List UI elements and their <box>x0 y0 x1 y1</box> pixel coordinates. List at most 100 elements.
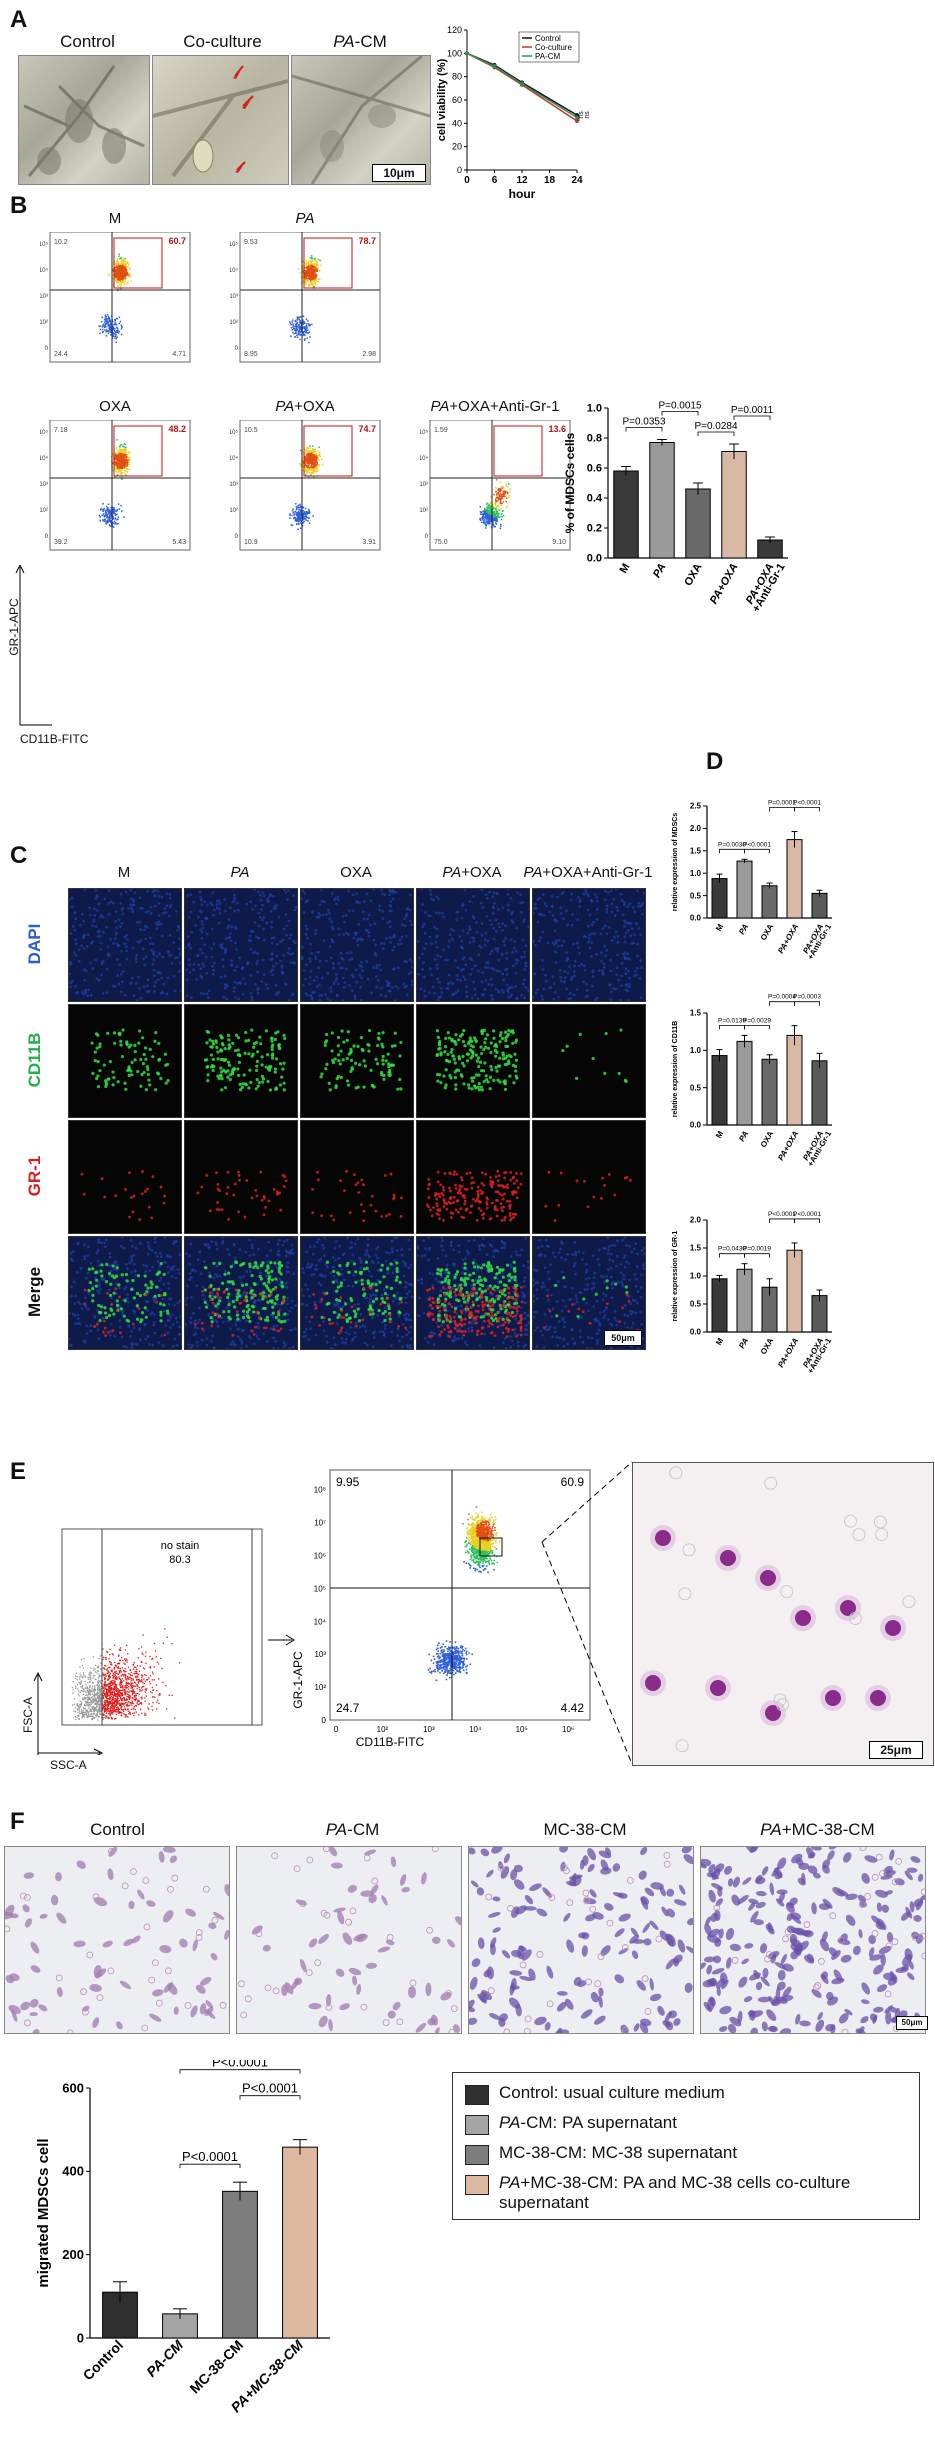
flow-b-quadrant-value: 10.5 <box>244 427 258 434</box>
p-value-label: P=0.0001 <box>768 800 796 807</box>
a-ns-annotation: ns <box>584 111 591 119</box>
bar-ytick: 1.5 <box>690 846 702 855</box>
bar-ytick: 2.0 <box>690 824 702 833</box>
gate1-value: 80.3 <box>169 1554 190 1566</box>
flow-b-quadrant-value: 78.7 <box>358 236 376 246</box>
gate2-x-axis: CD11B-FITC <box>356 1735 425 1749</box>
fluorescence-tile <box>532 1004 646 1118</box>
panel-c-column-title: OXA <box>340 864 372 881</box>
panel-f-legend: Control: usual culture medium PA-CM: PA s… <box>452 2072 920 2220</box>
bar-category-label: PA <box>737 1336 750 1350</box>
svg-text:10²: 10² <box>420 508 428 514</box>
bar-ytick: 0.6 <box>587 463 602 475</box>
bar <box>649 442 675 559</box>
fluorescence-tile <box>532 1120 646 1234</box>
bar-ytick: 0.2 <box>587 523 602 535</box>
significance-bracket <box>719 1025 745 1030</box>
fluorescence-tile <box>68 1120 182 1234</box>
panel-label-e: E <box>10 1458 27 1485</box>
svg-text:10²: 10² <box>230 320 238 326</box>
chart-a-viability: 0 20 40 60 80 100 120 0 6 12 18 24 cell viability (%… <box>436 25 591 201</box>
p-value-label: P<0.0001 <box>212 2060 268 2070</box>
p-value-label: P=0.0430 <box>718 1246 746 1253</box>
svg-text:10³: 10³ <box>40 294 48 300</box>
svg-text:10²: 10² <box>40 320 48 326</box>
p-value-label: P<0.0001 <box>793 1211 821 1218</box>
bar-ytick: 0.0 <box>690 1121 702 1130</box>
panel-a-title-pacm: PA-CM <box>333 32 387 51</box>
bar-ytick: 0 <box>77 2330 84 2345</box>
fluorescence-tile <box>300 1236 414 1350</box>
p-value-label: P=0.0353 <box>622 417 666 428</box>
legend-entry: MC-38-CM: MC-38 supernatant <box>465 2143 905 2165</box>
flow-b-quadrant-value: 10.9 <box>244 539 258 546</box>
bar <box>761 1058 778 1126</box>
flow-b-plot: 10.2 60.7 24.4 4.71 10⁵ 10⁴ 10³ 10² 0 <box>40 232 191 363</box>
bar-ytick: 2.0 <box>690 1216 702 1225</box>
a-xlabel: hour <box>509 187 536 201</box>
gate1-x-axis: SSC-A <box>50 1758 87 1772</box>
bar-category-label: PA-CM <box>143 2337 186 2380</box>
fluorescence-tile <box>416 888 530 1002</box>
a-ytick: 80 <box>452 72 462 82</box>
legend-text: Control: usual culture medium <box>499 2083 725 2102</box>
p-value-label: P<0.0001 <box>182 2149 238 2164</box>
svg-text:10⁵: 10⁵ <box>230 241 239 248</box>
svg-text:0: 0 <box>235 534 239 540</box>
gate1-y-axis: FSC-A <box>21 1697 35 1733</box>
fluorescence-tile <box>184 1236 298 1350</box>
micrograph-pacm: 10μm <box>291 55 431 185</box>
panel-f-title-pacm: PA-CM <box>325 1820 380 1839</box>
a-point <box>492 64 497 69</box>
flow-b-quadrant-value: 75.0 <box>434 539 448 546</box>
bar-ytick: 1.0 <box>690 869 702 878</box>
bar <box>282 2146 318 2339</box>
significance-bracket <box>744 1253 770 1258</box>
bar-category-label: OXA <box>759 1336 776 1356</box>
fluorescence-tile <box>68 1004 182 1118</box>
svg-text:0: 0 <box>45 534 49 540</box>
flow-b-title: M <box>108 210 122 227</box>
significance-bracket <box>744 1025 770 1030</box>
flow-b-title: PA+OXA <box>275 398 335 415</box>
legend-entry: Control: usual culture medium <box>465 2083 905 2105</box>
flow-b-quadrant-value: 2.98 <box>362 351 376 358</box>
flow-b-quadrant-value: 60.7 <box>168 236 186 246</box>
flow-b-quadrant-value: 1.59 <box>434 427 448 434</box>
fluorescence-tile <box>416 1120 530 1234</box>
svg-text:10⁴: 10⁴ <box>230 455 238 462</box>
bar-ylabel: % of MDSCs cells <box>563 432 577 533</box>
fluorescence-tile <box>300 888 414 1002</box>
gate2-y-axis: GR-1-APC <box>291 1651 305 1709</box>
significance-bracket <box>719 1253 745 1258</box>
bar-ytick: 1.5 <box>690 1009 702 1018</box>
a-ytick: 120 <box>447 25 462 35</box>
fluorescence-tile <box>532 888 646 1002</box>
significance-bracket <box>661 411 699 416</box>
significance-bracket <box>744 848 770 854</box>
bar-ytick: 400 <box>62 2164 84 2179</box>
chart-d-gr1: 0.0 0.5 1.0 1.5 2.0 relative expression of GR… <box>672 1211 834 1375</box>
bar-category-label: M <box>618 562 633 576</box>
chart-b-mdsc-percent: 0.0 0.2 0.4 0.6 0.8 1.0 % of MDSCs cells M PA OXA… <box>563 401 788 614</box>
scale-bar-f: 50μm <box>896 2016 928 2030</box>
bar-category-label: PA+OXA <box>776 1129 800 1162</box>
flow-b-title: OXA <box>99 398 131 415</box>
panel-c-row-label: Merge <box>25 1266 44 1318</box>
p-value-label: P=0.0019 <box>743 1246 771 1253</box>
a-ytick: 60 <box>452 95 462 105</box>
a-legend-entry: Control <box>535 34 561 43</box>
panel-label-f: F <box>10 1808 25 1835</box>
svg-text:10³: 10³ <box>230 482 238 488</box>
legend-swatch <box>465 2145 489 2165</box>
svg-text:10³: 10³ <box>40 482 48 488</box>
chart-d-mdsc: 0.0 0.5 1.0 1.5 2.0 2.5 relative expression of… <box>672 800 834 962</box>
significance-bracket <box>769 807 795 812</box>
a-legend-entry: PA-CM <box>535 52 561 61</box>
svg-text:10⁴: 10⁴ <box>230 267 238 274</box>
bar-category-label: OXA <box>759 1129 776 1149</box>
legend-text: PA+MC-38-CM: PA and MC-38 cells co-cultu… <box>499 2173 851 2212</box>
significance-bracket <box>239 2095 301 2100</box>
svg-text:10⁴: 10⁴ <box>40 267 48 274</box>
svg-text:10⁵: 10⁵ <box>420 429 429 436</box>
